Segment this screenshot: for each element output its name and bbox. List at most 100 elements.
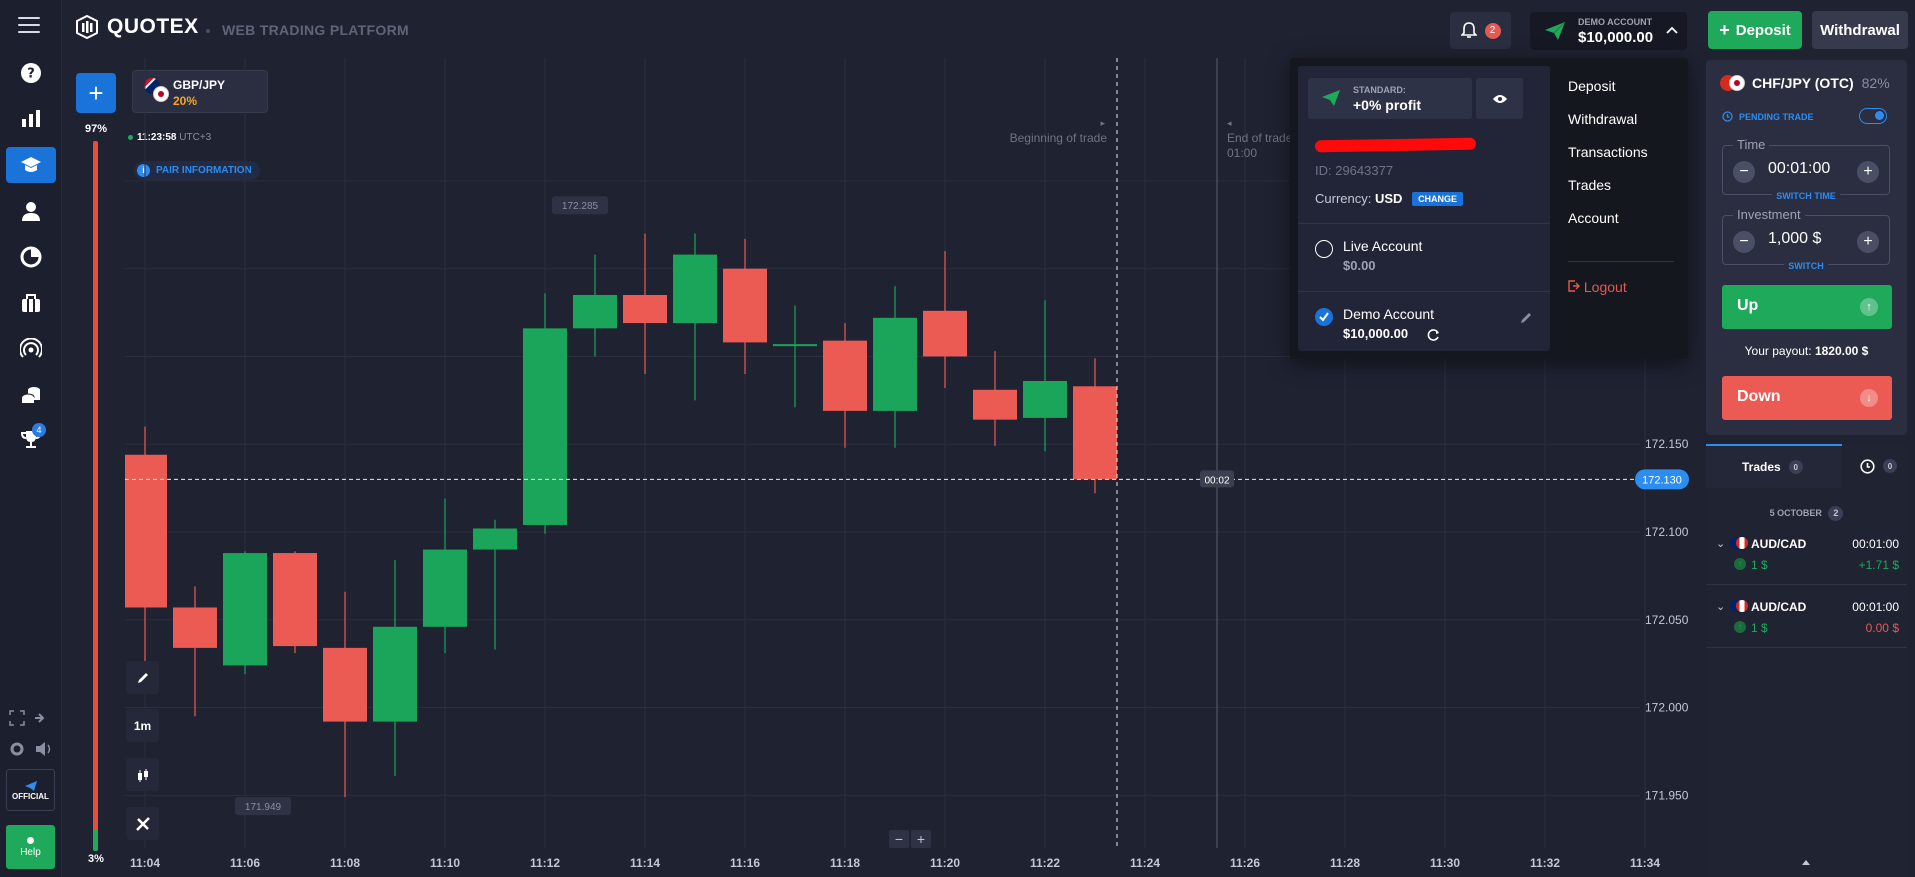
hamburger-menu-icon[interactable] [18,17,40,35]
currency-label: Currency: [1315,191,1372,206]
candle-body [723,268,767,343]
time-field[interactable]: Time − 00:01:00 + SWITCH TIME [1722,137,1890,201]
time-value[interactable]: 00:01:00 [1768,160,1831,177]
brand-logo[interactable]: QUOTEX [75,15,199,39]
arrow-down-icon: ↓ [1860,389,1878,407]
x-tick-label: 11:28 [1330,856,1360,870]
trade-duration: 00:01:00 [1852,537,1899,551]
time-label: Time [1733,137,1770,152]
trade-asset-selector[interactable]: CHF/JPY (OTC) 82% [1720,75,1890,91]
edit-pencil-icon[interactable] [1520,311,1533,324]
help-button[interactable]: Help [6,825,55,869]
trade-profit: +1.71 $ [1858,558,1899,572]
logout-button[interactable]: Logout [1568,279,1627,312]
switch-time-button[interactable]: SWITCH TIME [1772,191,1840,201]
live-account-radio[interactable] [1315,240,1333,258]
up-button[interactable]: Up ↑ [1722,285,1892,329]
question-icon[interactable]: ? [6,55,56,91]
notifications-button[interactable]: 2 [1450,12,1511,49]
down-button[interactable]: Down ↓ [1722,376,1892,420]
trade-panel: CHF/JPY (OTC) 82% PENDING TRADE Time − 0… [1706,60,1907,435]
current-price-badge [1635,469,1689,490]
currency-value: USD [1374,191,1403,206]
logout-row: Logout [1568,279,1627,312]
education-icon[interactable] [6,147,56,183]
trade-duration: 00:01:00 [1852,600,1899,614]
official-channel-button[interactable]: OFFICIAL [6,769,55,811]
candle-body [173,607,217,648]
draw-tool-button[interactable] [126,661,159,694]
user-icon[interactable] [6,193,56,229]
menu-transactions[interactable]: Transactions [1568,144,1648,160]
separator-dot [206,29,210,33]
candle-body [373,626,417,722]
change-currency-button[interactable]: CHANGE [1412,192,1464,206]
plan-card[interactable]: STANDARD: +0% profit [1308,78,1472,119]
demo-account-radio[interactable] [1315,308,1333,326]
divider [1298,223,1550,224]
menu-withdrawal[interactable]: Withdrawal [1568,111,1638,127]
menu-deposit[interactable]: Deposit [1568,78,1616,94]
asset-payout: 20% [173,94,198,108]
account-switcher[interactable]: DEMO ACCOUNT $10,000.00 [1530,12,1687,50]
candle-body [773,344,817,347]
market-icon[interactable] [6,285,56,321]
investment-field[interactable]: Investment − 1,000 $ + SWITCH [1722,207,1890,271]
help-status-icon [27,836,34,844]
scroll-up-icon[interactable] [1802,860,1810,865]
trophy-icon[interactable]: 4 [6,421,56,457]
price-chart[interactable]: 11:04 11:06 11:08 11:10 11:12 11:14 11:16 11:18… [125,58,1725,877]
tab-history[interactable]: 0 [1852,444,1907,488]
withdrawal-button[interactable]: Withdrawal [1812,11,1908,49]
candle-body [323,647,367,722]
investment-value[interactable]: 1,000 $ [1768,230,1822,247]
chart-icon[interactable] [6,100,56,136]
zoom-in-button[interactable]: + [911,830,931,848]
deposit-button[interactable]: + Deposit [1708,11,1802,49]
payout-label: Your payout: [1744,344,1812,358]
coins-icon[interactable] [6,377,56,413]
chevron-down-icon[interactable]: ⌄ [1716,538,1726,550]
time-increase-button[interactable]: + [1857,161,1879,183]
x-tick-label: 11:20 [930,856,960,870]
trade-row[interactable]: ⌄ AUD/CAD 00:01:00 ↑ 1 $ +1.71 $ [1706,537,1907,587]
chevron-down-icon[interactable]: ⌄ [1716,601,1726,613]
pending-trade-toggle[interactable] [1859,108,1887,124]
redacted-username [1314,137,1477,153]
menu-trades[interactable]: Trades [1568,177,1612,193]
account-menu-list: Deposit Withdrawal Transactions Trades A… [1568,78,1648,243]
switch-investment-button[interactable]: SWITCH [1784,261,1828,271]
analytics-icon[interactable] [6,239,56,275]
trade-row[interactable]: ⌄ AUD/CAD 00:01:00 ↑ 1 $ 0.00 $ [1706,600,1907,650]
account-info-panel: STANDARD: +0% profit ID: 29643377 Curren… [1298,66,1550,351]
investment-increase-button[interactable]: + [1857,231,1879,253]
add-asset-button[interactable]: + [76,73,116,113]
menu-account[interactable]: Account [1568,210,1619,226]
max-price-badge [552,196,608,215]
x-tick-label: 11:34 [1630,856,1660,870]
candle-body [623,295,667,324]
trade-amount: 1 $ [1751,558,1768,572]
end-of-trade-label: End of trade [1227,131,1293,145]
end-arrow-icon: ◂ [1227,118,1232,128]
candle-body [673,254,717,324]
time-decrease-button[interactable]: − [1733,161,1755,183]
refresh-icon[interactable] [1427,328,1440,341]
pair-information-button[interactable]: i PAIR INFORMATION [134,161,260,180]
live-dot-icon [128,135,133,140]
investment-decrease-button[interactable]: − [1733,231,1755,253]
trades-panel: Trades 0 0 5 OCTOBER 2 ⌄ AUD/CAD 00:01:0… [1706,444,1907,877]
tab-trades[interactable]: Trades 0 [1706,444,1842,488]
zoom-out-button[interactable]: − [889,830,909,848]
pencil-icon [137,672,148,683]
toggle-balance-visibility-button[interactable] [1476,78,1523,119]
settings-icon[interactable] [9,740,55,758]
eye-icon [1492,94,1507,103]
chart-type-button[interactable] [126,758,159,791]
indicators-button[interactable] [126,807,159,840]
timeframe-button[interactable]: 1m [126,709,159,742]
signal-icon[interactable] [6,331,56,367]
fullscreen-icon[interactable] [9,710,45,726]
x-tick-label: 11:10 [430,856,460,870]
ch-jp-flag-icon [1720,75,1746,91]
